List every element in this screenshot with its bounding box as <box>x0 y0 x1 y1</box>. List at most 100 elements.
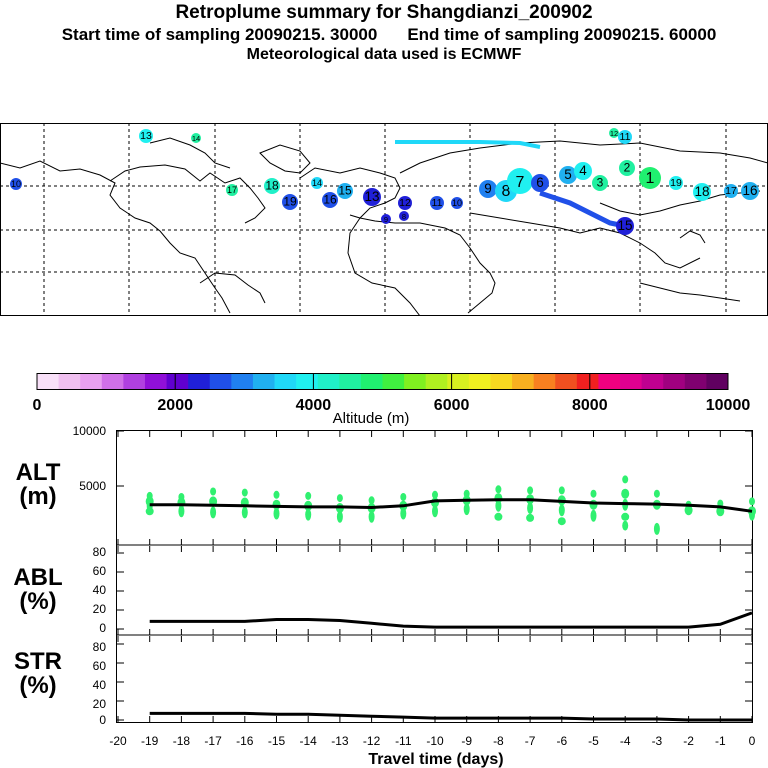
alt-scatter-point <box>400 507 407 520</box>
svg-text:12: 12 <box>610 129 618 138</box>
alt-scatter-point <box>463 503 470 516</box>
colorbar-cell <box>512 374 535 389</box>
x-axis-label: Travel time (days) <box>368 751 503 768</box>
svg-text:10: 10 <box>452 198 462 208</box>
plume-marker: 6 <box>531 174 549 192</box>
alt-scatter-point <box>653 522 660 535</box>
svg-text:8: 8 <box>402 212 406 221</box>
alt-scatter-point <box>210 506 217 519</box>
colorbar-cell <box>641 374 664 389</box>
colorbar-cell <box>598 374 621 389</box>
colorbar-ticks: 0 2000 4000 6000 8000 10000 <box>33 374 750 414</box>
x-tick-label: -1 <box>715 734 726 748</box>
colorbar-cell <box>209 374 232 389</box>
alt-scatter-point <box>621 488 630 499</box>
x-tick-label: -5 <box>588 734 599 748</box>
start-time-label: Start time of sampling 20090215. 30000 <box>61 25 378 44</box>
x-tick-label: 0 <box>749 734 756 748</box>
x-tick-label: -12 <box>363 734 381 748</box>
plume-marker: 3 <box>592 175 608 191</box>
alt-scatter-point <box>368 496 375 505</box>
colorbar-cell <box>252 374 275 389</box>
plume-marker: 14 <box>311 177 323 189</box>
svg-text:14: 14 <box>192 134 200 143</box>
x-tick-label: -3 <box>652 734 663 748</box>
chart-title: Retroplume summary for Shangdianzi_20090… <box>175 2 593 23</box>
str-ytick: 40 <box>93 678 107 692</box>
plume-marker: 1 <box>639 167 661 189</box>
abl-unit: (%) <box>19 588 56 615</box>
plume-marker: 18 <box>693 183 711 201</box>
colorbar-cell <box>80 374 103 389</box>
alt-scatter-point <box>368 510 375 523</box>
svg-text:9: 9 <box>384 215 388 224</box>
x-tick-label: -6 <box>556 734 567 748</box>
alt-scatter-point <box>590 489 597 498</box>
panel-ticks <box>116 430 753 722</box>
colorbar-cell <box>620 374 643 389</box>
colorbar-cell <box>684 374 707 389</box>
svg-text:18: 18 <box>265 179 279 193</box>
plume-marker: 9 <box>381 214 391 224</box>
plume-marker: 18 <box>264 178 280 194</box>
str-line <box>149 711 752 722</box>
colorbar-cell <box>339 374 362 389</box>
plume-marker: 12 <box>609 128 619 138</box>
plume-marker: 13 <box>139 129 153 143</box>
colorbar-cell <box>231 374 254 389</box>
svg-text:10: 10 <box>11 179 21 189</box>
colorbar-tick-label: 8000 <box>572 397 608 414</box>
svg-text:14: 14 <box>312 178 322 188</box>
colorbar-tick-label: 4000 <box>296 397 332 414</box>
alt-scatter-point <box>557 517 566 526</box>
alt-scatter-point <box>432 505 438 518</box>
sampling-times: Start time of sampling 20090215. 30000 En… <box>10 25 768 45</box>
svg-text:11: 11 <box>432 197 443 209</box>
colorbar-cell <box>360 374 383 389</box>
plume-marker: 2 <box>619 160 635 176</box>
svg-text:15: 15 <box>338 184 352 198</box>
str-label: STR <box>14 648 62 675</box>
alt-scatter-point <box>336 510 343 523</box>
colorbar-cell <box>555 374 578 389</box>
svg-text:3: 3 <box>597 176 604 190</box>
alt-scatter-point <box>527 486 534 495</box>
x-tick-label: -2 <box>683 734 694 748</box>
alt-scatter-point <box>495 485 502 494</box>
alt-scatter-point <box>526 513 535 522</box>
colorbar-cell <box>274 374 297 389</box>
colorbar-cell <box>447 374 470 389</box>
str-ytick: 20 <box>93 697 107 711</box>
plume-marker: 16 <box>741 182 759 200</box>
abl-ytick: 0 <box>99 621 106 635</box>
panels-frame <box>116 430 753 723</box>
alt-scatter-point <box>495 499 502 512</box>
plume-marker: 16 <box>322 192 338 208</box>
x-tick-label: -13 <box>331 734 349 748</box>
abl-line <box>149 611 753 629</box>
altitude-colorbar: 0 2000 4000 6000 8000 10000 Altitude (m) <box>33 373 750 427</box>
str-ytick: 80 <box>93 640 107 654</box>
colorbar-tick-label: 0 <box>33 397 42 414</box>
x-tick-label: -7 <box>525 734 536 748</box>
plume-marker: 17 <box>226 184 238 196</box>
plume-marker: 7 <box>507 168 533 194</box>
colorbar-cell <box>706 374 729 389</box>
colorbar-cell <box>576 374 599 389</box>
x-tick-label: -19 <box>141 734 159 748</box>
abl-ytick: 80 <box>93 545 107 559</box>
svg-text:19: 19 <box>670 177 682 189</box>
plume-marker: 15 <box>616 217 634 235</box>
plume-track <box>395 140 541 149</box>
alt-scatter-point <box>145 507 154 516</box>
svg-text:11: 11 <box>620 131 631 143</box>
plume-marker: 5 <box>559 166 577 184</box>
plume-marker: 19 <box>282 194 298 210</box>
x-tick-label: -20 <box>109 734 127 748</box>
alt-median-line <box>149 498 753 513</box>
plume-marker: 19 <box>669 176 683 190</box>
abl-ytick: 20 <box>93 602 107 616</box>
colorbar-cells <box>37 374 729 389</box>
alt-scatter-point <box>400 493 407 501</box>
